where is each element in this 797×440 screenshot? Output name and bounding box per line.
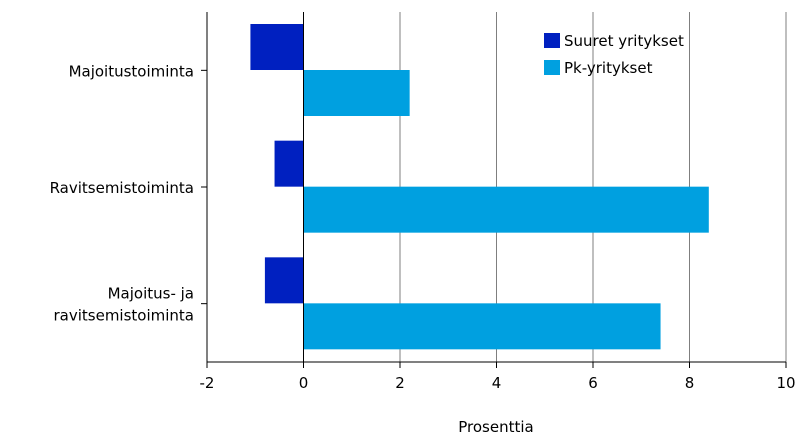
x-axis-title: Prosenttia (458, 418, 533, 436)
y-category-label: Majoitustoiminta (69, 62, 194, 80)
y-category-label-line: ravitsemistoiminta (53, 307, 194, 325)
y-category-label-line: Majoitus- ja (108, 285, 194, 303)
y-category-label-line: Majoitustoiminta (69, 62, 194, 80)
y-category-label: Ravitsemistoiminta (50, 179, 194, 197)
y-category-label: Majoitus- ja ravitsemistoiminta (53, 285, 194, 325)
x-tick-label: 6 (588, 374, 598, 392)
y-category-label-line: Ravitsemistoiminta (50, 179, 194, 197)
legend-label: Suuret yritykset (564, 32, 684, 50)
legend-swatch (544, 33, 560, 48)
bar (303, 186, 709, 233)
legend-label: Pk-yritykset (564, 59, 653, 77)
bar (250, 24, 304, 70)
bar (303, 70, 410, 116)
bar (264, 257, 304, 304)
x-tick-label: 4 (492, 374, 502, 392)
x-tick-label: 10 (776, 374, 795, 392)
x-tick-label: 8 (685, 374, 695, 392)
bar (303, 303, 661, 350)
x-tick-label: 0 (299, 374, 309, 392)
bar (274, 140, 304, 187)
x-tick-label: 2 (395, 374, 405, 392)
x-tick-label: -2 (200, 374, 215, 392)
legend-swatch (544, 60, 560, 75)
